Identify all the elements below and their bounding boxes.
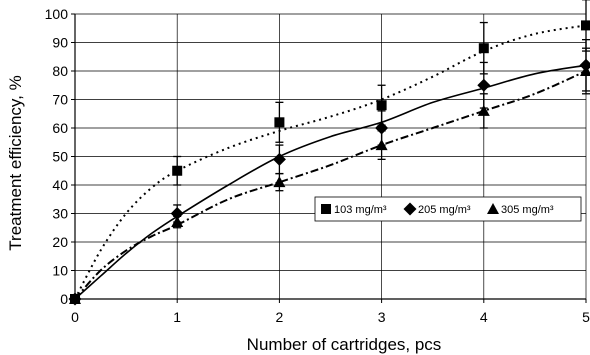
data-point-square: [581, 20, 590, 31]
legend-marker-triangle: [487, 203, 499, 214]
y-tick-label: 40: [52, 177, 68, 193]
y-tick-label: 80: [52, 63, 68, 79]
x-axis-title: Number of cartridges, pcs: [247, 335, 442, 354]
y-axis-title: Treatment efficiency, %: [6, 75, 25, 250]
y-tick-label: 100: [45, 6, 69, 22]
data-point-diamond: [477, 78, 491, 92]
legend-marker-diamond: [403, 202, 417, 216]
data-markers: [68, 20, 590, 306]
data-point-diamond: [272, 152, 286, 166]
y-tick-label: 0: [60, 291, 68, 307]
data-point-square: [376, 100, 387, 111]
data-point-triangle: [69, 293, 81, 304]
legend-label: 205 mg/m³: [418, 204, 471, 216]
data-point-triangle: [273, 176, 286, 188]
y-tick-label: 90: [52, 35, 68, 51]
data-point-triangle: [477, 104, 490, 116]
tick-labels: 0 10 20 30 40 50 60 70 80 90 100 0 1 2 3 4 5: [45, 6, 590, 325]
legend-label: 305 mg/m³: [501, 204, 554, 216]
data-point-triangle: [171, 216, 184, 228]
x-tick-label: 0: [71, 309, 79, 325]
data-point-triangle: [375, 139, 388, 151]
y-tick-label: 50: [52, 149, 68, 165]
y-tick-label: 20: [52, 234, 68, 250]
x-tick-label: 1: [173, 309, 181, 325]
data-point-diamond: [170, 207, 184, 220]
x-tick-label: 4: [480, 309, 488, 325]
y-tick-label: 10: [52, 263, 68, 279]
y-tick-label: 30: [52, 206, 68, 222]
legend-label: 103 mg/m³: [334, 204, 387, 216]
data-point-diamond: [375, 121, 389, 135]
y-tick-label: 70: [52, 92, 68, 108]
x-tick-label: 5: [582, 309, 590, 325]
data-point-square: [478, 43, 489, 54]
x-tick-label: 2: [276, 309, 284, 325]
data-point-square: [172, 165, 183, 176]
data-point-square: [274, 117, 285, 128]
legend: 103 mg/m³ 205 mg/m³ 305 mg/m³: [314, 196, 582, 222]
data-point-triangle: [580, 65, 590, 76]
legend-box: [314, 196, 582, 222]
y-tick-label: 60: [52, 120, 68, 136]
x-tick-label: 3: [378, 309, 386, 325]
legend-marker-square: [321, 204, 331, 214]
